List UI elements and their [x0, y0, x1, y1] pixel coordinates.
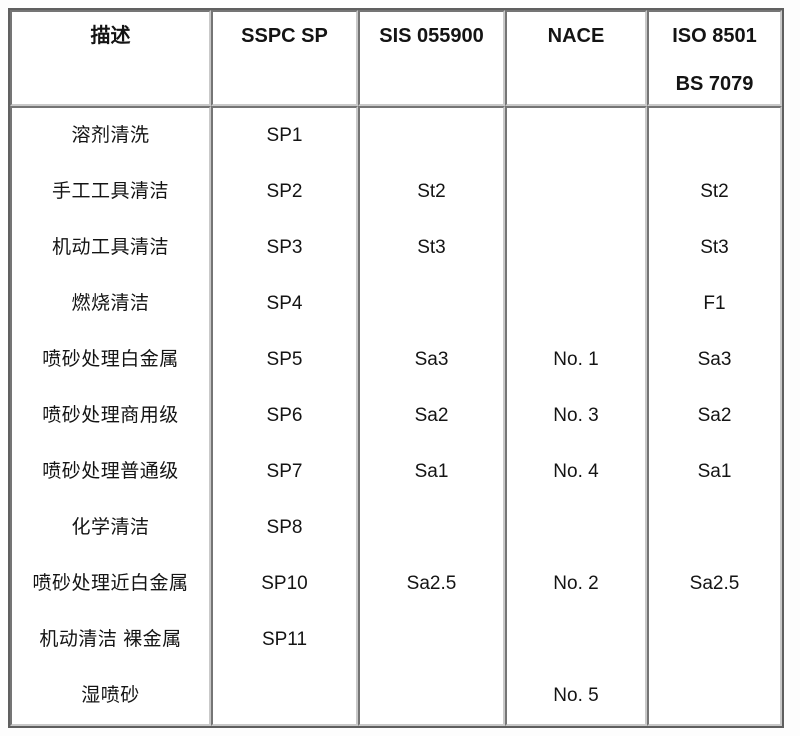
- cell-nace: No. 1: [553, 349, 599, 370]
- cell-sspc: SP5: [266, 349, 303, 370]
- cell-sspc: SP7: [266, 461, 303, 482]
- nace-column: No. 1 No. 3 No. 4 No. 2 No. 5: [505, 106, 647, 726]
- cell-description: 溶剂清洗: [71, 125, 150, 146]
- cell-description: 喷砂处理商用级: [42, 405, 179, 426]
- cell-sis: Sa1: [414, 461, 449, 482]
- cell-nace: [507, 220, 645, 276]
- body-row: 溶剂清洗 手工工具清洁 机动工具清洁 燃烧清洁 喷砂处理白金属 喷砂处理商用级 …: [10, 106, 782, 726]
- cell-iso: Sa2.5: [689, 573, 740, 594]
- cell-sis: [360, 668, 503, 724]
- cell-sis: [360, 612, 503, 668]
- cell-sspc: SP1: [266, 125, 303, 146]
- column-header-iso-label: ISO 8501: [672, 25, 757, 47]
- column-header-nace: NACE: [505, 10, 647, 106]
- cell-iso: [649, 108, 780, 164]
- cell-description: 喷砂处理白金属: [42, 349, 179, 370]
- cell-iso: [649, 612, 780, 668]
- sspc-column: SP1 SP2 SP3 SP4 SP5 SP6 SP7 SP8 SP10 SP1…: [211, 106, 358, 726]
- column-header-iso: ISO 8501 BS 7079: [647, 10, 782, 106]
- cell-sis: Sa2: [414, 405, 449, 426]
- cell-iso: St2: [700, 181, 729, 202]
- cell-sspc: SP2: [266, 181, 303, 202]
- cell-description: 机动清洁 裸金属: [39, 629, 182, 650]
- column-header-bs-label: BS 7079: [675, 73, 754, 95]
- cell-sspc: SP8: [266, 517, 303, 538]
- cell-nace: No. 4: [553, 461, 599, 482]
- column-header-sis-label: SIS 055900: [379, 25, 484, 47]
- cell-nace: [507, 164, 645, 220]
- column-header-description-label: 描述: [90, 25, 131, 47]
- sis-column: St2 St3 Sa3 Sa2 Sa1 Sa2.5: [358, 106, 505, 726]
- column-header-description: 描述: [10, 10, 211, 106]
- iso-column: St2 St3 F1 Sa3 Sa2 Sa1 Sa2.5: [647, 106, 782, 726]
- cell-iso: Sa2: [697, 405, 732, 426]
- header-row: 描述 SSPC SP SIS 055900 NACE ISO 8501 BS 7…: [10, 10, 782, 106]
- cell-sspc: SP11: [261, 629, 308, 650]
- cell-iso: Sa1: [697, 461, 732, 482]
- cell-sis: Sa2.5: [406, 573, 457, 594]
- cell-nace: [507, 612, 645, 668]
- cell-description: 湿喷砂: [81, 685, 140, 706]
- cell-sis: [360, 108, 503, 164]
- standards-comparison-table: 描述 SSPC SP SIS 055900 NACE ISO 8501 BS 7…: [8, 8, 784, 728]
- cell-sspc: SP10: [261, 573, 308, 594]
- cell-description: 喷砂处理普通级: [42, 461, 179, 482]
- cell-sis: Sa3: [414, 349, 449, 370]
- cell-description: 机动工具清洁: [51, 237, 169, 258]
- cell-description: 化学清洁: [71, 517, 150, 538]
- cell-iso: [649, 500, 780, 556]
- cell-nace: [507, 500, 645, 556]
- cell-sis: [360, 276, 503, 332]
- cell-nace: No. 3: [553, 405, 599, 426]
- cell-description: 喷砂处理近白金属: [32, 573, 189, 594]
- cell-nace: No. 5: [553, 685, 599, 706]
- cell-sspc: SP6: [266, 405, 303, 426]
- cell-description: 燃烧清洁: [71, 293, 150, 314]
- cell-description: 手工工具清洁: [51, 181, 169, 202]
- cell-nace: No. 2: [553, 573, 599, 594]
- cell-sis: St3: [417, 237, 446, 258]
- column-header-sis: SIS 055900: [358, 10, 505, 106]
- cell-sis: St2: [417, 181, 446, 202]
- cell-iso: [649, 668, 780, 724]
- cell-nace: [507, 276, 645, 332]
- cell-sspc: [213, 668, 356, 724]
- cell-sis: [360, 500, 503, 556]
- cell-iso: St3: [700, 237, 729, 258]
- cell-iso: F1: [703, 293, 726, 314]
- column-header-nace-label: NACE: [547, 25, 605, 47]
- column-header-sspc: SSPC SP: [211, 10, 358, 106]
- description-column: 溶剂清洗 手工工具清洁 机动工具清洁 燃烧清洁 喷砂处理白金属 喷砂处理商用级 …: [10, 106, 211, 726]
- cell-nace: [507, 108, 645, 164]
- cell-sspc: SP3: [266, 237, 303, 258]
- column-header-sspc-label: SSPC SP: [241, 25, 328, 47]
- cell-iso: Sa3: [697, 349, 732, 370]
- cell-sspc: SP4: [266, 293, 303, 314]
